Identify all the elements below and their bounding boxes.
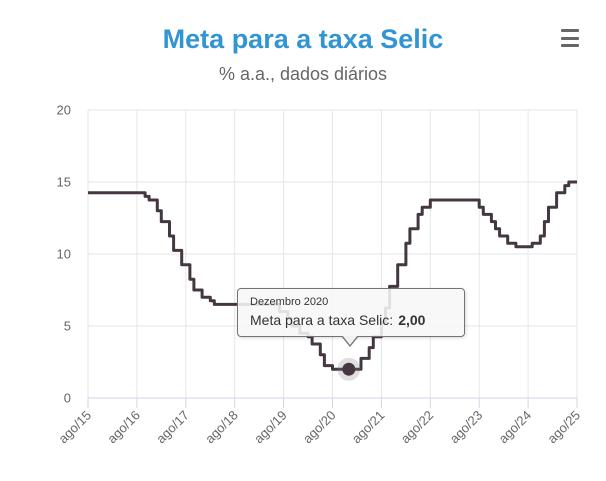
x-axis-label: ago/24 [495, 408, 534, 447]
tooltip-value: 2,00 [398, 312, 426, 328]
x-axis-label: ago/16 [104, 408, 143, 447]
tooltip: Dezembro 2020 Meta para a taxa Selic: 2,0… [237, 288, 465, 347]
tooltip-series-label: Meta para a taxa Selic: [250, 312, 394, 328]
y-axis-label: 15 [57, 175, 71, 190]
x-axis-label: ago/25 [544, 408, 583, 447]
x-axis-label: ago/23 [447, 408, 486, 447]
x-axis-label: ago/22 [398, 408, 437, 447]
y-axis-label: 20 [57, 103, 71, 118]
y-axis-label: 5 [64, 319, 71, 334]
y-axis-label: 0 [64, 391, 71, 406]
x-axis-label: ago/17 [153, 408, 192, 447]
export-menu-button[interactable] [556, 26, 582, 50]
hamburger-icon [561, 29, 579, 32]
tooltip-date: Dezembro 2020 [250, 296, 329, 308]
page-title: Meta para a taxa Selic [162, 24, 444, 54]
x-axis-label: ago/21 [349, 408, 388, 447]
x-axis-label: ago/19 [251, 408, 290, 447]
y-axis-label: 10 [57, 247, 71, 262]
x-axis-label: ago/20 [300, 408, 339, 447]
x-axis-label: ago/18 [202, 408, 241, 447]
x-axis-label: ago/15 [55, 408, 94, 447]
data-point-marker[interactable] [342, 362, 356, 376]
series-line [88, 180, 577, 371]
page-subtitle: % a.a., dados diários [218, 64, 388, 84]
